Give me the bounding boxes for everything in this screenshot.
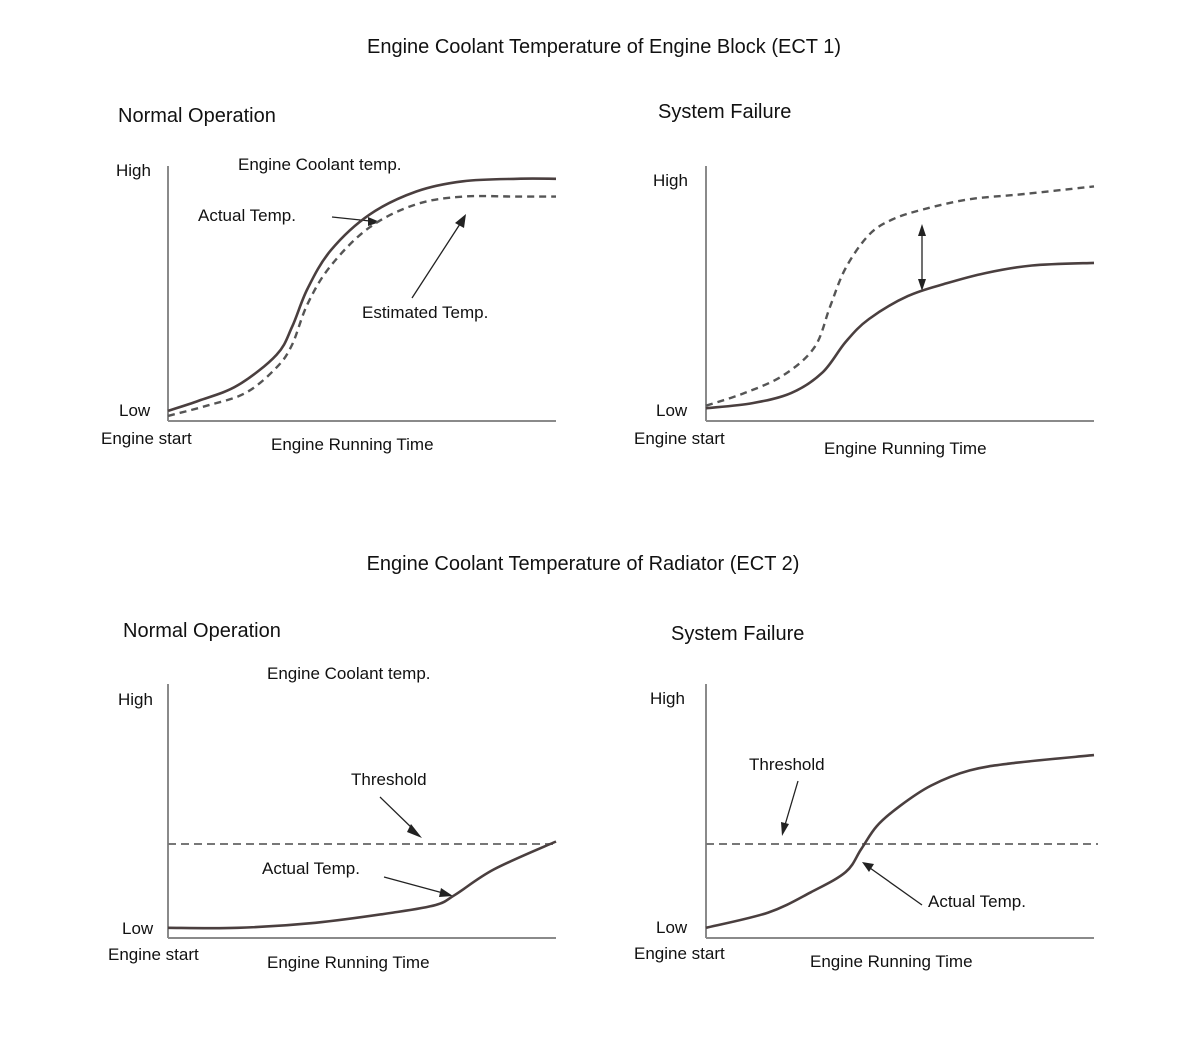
y-high-label: High [116, 161, 151, 180]
chart-subtitle: Engine Coolant temp. [267, 664, 431, 683]
x-start-label: Engine start [634, 944, 725, 963]
x-start-label: Engine start [101, 429, 192, 448]
chart-ect2-normal: Normal Operation Engine Coolant temp. Hi… [108, 620, 557, 972]
x-start-label: Engine start [634, 429, 725, 448]
y-high-label: High [118, 690, 153, 709]
section-title-ect1: Engine Coolant Temperature of Engine Blo… [367, 36, 841, 58]
estimated-temp-line [167, 194, 556, 418]
chart-title: Normal Operation [123, 620, 281, 642]
y-high-label: High [653, 171, 688, 190]
chart-ect1-normal: Normal Operation Engine Coolant temp. Hi… [101, 105, 557, 454]
actual-temp-pointer [862, 862, 923, 906]
section-title-ect2: Engine Coolant Temperature of Radiator (… [367, 553, 800, 575]
estimated-temp-label: Estimated Temp. [362, 303, 488, 322]
threshold-pointer [781, 780, 799, 836]
chart-ect2-failure: System Failure High Low Engine start Eng… [634, 623, 1098, 971]
y-high-label: High [650, 689, 685, 708]
threshold-label: Threshold [351, 770, 427, 789]
estimated-temp-pointer [411, 214, 466, 299]
x-start-label: Engine start [108, 945, 199, 964]
actual-temp-line [705, 261, 1095, 410]
actual-temp-pointer [383, 876, 453, 897]
x-axis-label: Engine Running Time [267, 953, 430, 972]
chart-ect1-failure: System Failure High Low Engine start Eng… [634, 101, 1095, 458]
chart-title: System Failure [658, 101, 791, 123]
actual-temp-label: Actual Temp. [928, 892, 1026, 911]
actual-temp-label: Actual Temp. [262, 859, 360, 878]
actual-temp-line [167, 840, 557, 930]
y-low-label: Low [656, 401, 688, 420]
chart-subtitle: Engine Coolant temp. [238, 155, 402, 174]
estimated-temp-line [705, 185, 1095, 407]
x-axis-label: Engine Running Time [810, 952, 973, 971]
chart-title: System Failure [671, 623, 804, 645]
y-low-label: Low [119, 401, 151, 420]
x-axis-label: Engine Running Time [824, 439, 987, 458]
actual-temp-line [167, 177, 557, 413]
threshold-pointer [379, 796, 422, 838]
y-low-label: Low [656, 918, 688, 937]
x-axis-label: Engine Running Time [271, 435, 434, 454]
deviation-double-arrow [918, 224, 926, 291]
y-low-label: Low [122, 919, 154, 938]
actual-temp-label: Actual Temp. [198, 206, 296, 225]
threshold-label: Threshold [749, 755, 825, 774]
chart-title: Normal Operation [118, 105, 276, 127]
actual-temp-line [705, 753, 1095, 930]
